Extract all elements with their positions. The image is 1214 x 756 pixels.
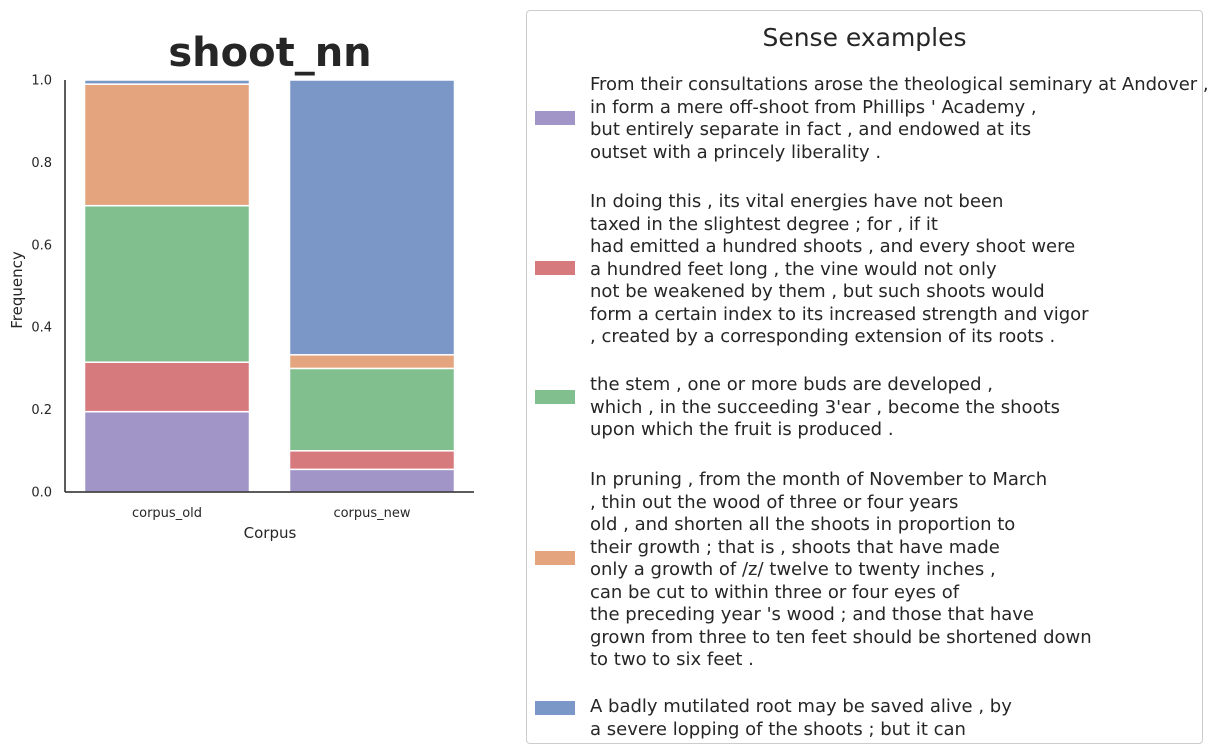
- y-tick-label: 0.6: [31, 238, 52, 253]
- bar-segment-corpus_old-0: [83, 410, 251, 493]
- bar-segment-corpus_new-3: [288, 354, 456, 370]
- legend-swatch: [535, 551, 575, 565]
- legend-entry-text: the stem , one or more buds are develope…: [590, 374, 1061, 440]
- legend-entry-text: From their consultations arose the theol…: [590, 74, 1209, 163]
- bar-segment-corpus_new-2: [288, 367, 456, 452]
- y-tick-label: 1.0: [31, 74, 52, 89]
- x-axis-label: Corpus: [244, 524, 297, 542]
- stacked-bar-chart: shoot_nn 0.00.20.40.60.81.0 corpus_old co…: [8, 30, 474, 542]
- y-axis-label: Frequency: [8, 251, 26, 329]
- legend-swatch: [535, 111, 575, 125]
- x-tick-label: corpus_new: [333, 506, 410, 521]
- bar-segment-corpus_old-1: [83, 361, 251, 413]
- y-tick-label: 0.4: [31, 321, 52, 336]
- bar-segment-corpus_new-4: [288, 79, 456, 356]
- y-tick-label: 0.0: [31, 486, 52, 501]
- legend: Sense examples From their consultations …: [526, 10, 1209, 744]
- bar-segment-corpus_old-2: [83, 204, 251, 363]
- y-axis-ticks: 0.0 0.2 0.4 0.6 0.8 1.0: [31, 74, 52, 501]
- legend-swatch: [535, 390, 575, 404]
- y-tick-label: 0.2: [31, 403, 52, 418]
- x-tick-label: corpus_old: [132, 506, 202, 521]
- legend-entry-text: In doing this , its vital energies have …: [590, 191, 1089, 347]
- bar-segment-corpus_new-0: [288, 468, 456, 493]
- legend-swatch: [535, 261, 575, 275]
- bar-segment-corpus_old-3: [83, 83, 251, 207]
- bar-segment-corpus_new-1: [288, 450, 456, 471]
- bars-group: [83, 79, 456, 493]
- x-axis-ticks: corpus_old corpus_new: [132, 506, 411, 521]
- bar-segment-corpus_old-4: [83, 79, 251, 85]
- chart-title: shoot_nn: [168, 30, 371, 76]
- legend-entry-text: In pruning , from the month of November …: [590, 469, 1092, 670]
- y-tick-label: 0.8: [31, 156, 52, 171]
- legend-entry-text: A badly mutilated root may be saved aliv…: [590, 696, 1012, 740]
- legend-title: Sense examples: [762, 23, 967, 52]
- legend-swatch: [535, 701, 575, 715]
